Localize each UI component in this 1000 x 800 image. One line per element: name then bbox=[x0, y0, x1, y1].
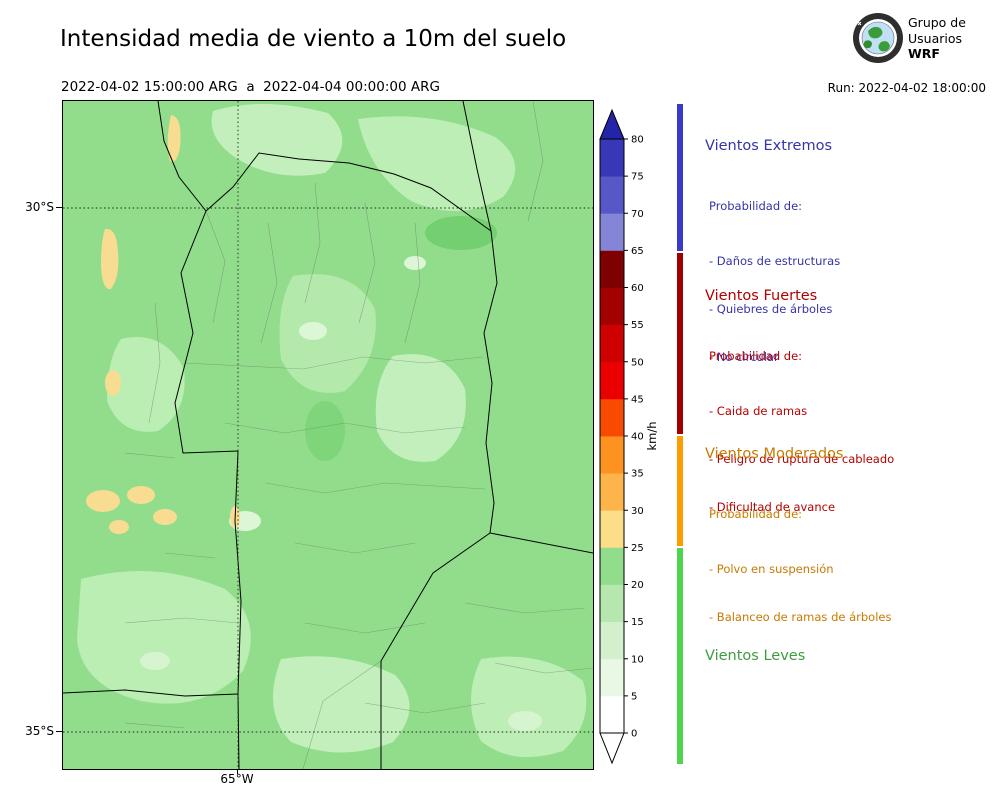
legend-line: Probabilidad de: bbox=[709, 507, 803, 521]
colorbar-tick-label: 75 bbox=[631, 172, 644, 183]
light-wind-patches bbox=[77, 103, 587, 758]
colorbar-segment bbox=[600, 287, 624, 326]
lat-tick-label-35s: 35°S bbox=[25, 724, 54, 738]
colorbar-tick-label: 80 bbox=[631, 135, 644, 146]
legend-line: - Dificultad de avance bbox=[709, 500, 836, 514]
colorbar-tick-label: 10 bbox=[631, 654, 644, 665]
colorbar: 0 5 10 15 20 25 30 35 40 45 50 55 60 65 70 75 80 km/h bbox=[599, 108, 659, 765]
colorbar-tick-label: 20 bbox=[631, 580, 644, 591]
colorbar-segment bbox=[600, 547, 624, 585]
colorbar-segment bbox=[600, 584, 624, 623]
lon-tickmark-65w bbox=[237, 769, 238, 774]
legend-lines-fuertes: Probabilidad de: - Caida de ramas - Peli… bbox=[709, 316, 894, 547]
valid-period-label: 2022-04-02 15:00:00 ARG a 2022-04-04 00:… bbox=[61, 79, 440, 95]
colorbar-segment bbox=[600, 436, 624, 474]
legend-title-vientos-extremos: Vientos Extremos bbox=[705, 138, 833, 154]
legend-line: Probabilidad de: bbox=[709, 199, 803, 213]
colorbar-segment bbox=[600, 621, 624, 660]
colorbar-segment bbox=[600, 139, 624, 177]
moderate-wind-yellow-patches bbox=[86, 115, 240, 534]
colorbar-segment bbox=[600, 324, 624, 363]
colorbar-tick-label: 55 bbox=[631, 320, 644, 331]
logo-text-line2: Usuarios bbox=[908, 30, 963, 46]
colorbar-tick-label: 30 bbox=[631, 506, 644, 517]
graticule-gridlines bbox=[63, 101, 593, 769]
colorbar-segment bbox=[600, 250, 624, 288]
legend-line: - Peligro de ruptura de cableado bbox=[709, 452, 895, 466]
stronger-wind-green-patches bbox=[305, 216, 497, 461]
colorbar-tick-label: 60 bbox=[631, 283, 644, 294]
page-title: Intensidad media de viento a 10m del sue… bbox=[60, 26, 567, 52]
lon-tick-label-65w: 65°W bbox=[220, 772, 254, 786]
legend-line: - Quiebres de árboles bbox=[709, 302, 833, 316]
colorbar-segment bbox=[600, 473, 624, 511]
legend-line: Probabilidad de: bbox=[709, 349, 803, 363]
colorbar-tick-label: 50 bbox=[631, 357, 644, 368]
colorbar-segment bbox=[600, 510, 624, 548]
logo-text-line1: Grupo de bbox=[908, 15, 966, 30]
category-bar-leves bbox=[677, 548, 683, 764]
colorbar-segment bbox=[600, 176, 624, 214]
lat-tickmark-35s bbox=[56, 731, 62, 732]
category-bar-extremos bbox=[677, 104, 683, 251]
legend-title-vientos-leves: Vientos Leves bbox=[705, 648, 806, 664]
category-bar-moderados bbox=[677, 436, 683, 546]
legend-title-vientos-moderados: Vientos Moderados bbox=[705, 446, 844, 462]
lat-tickmark-30s bbox=[56, 207, 62, 208]
legend-lines-moderados: Probabilidad de: - Polvo en suspensión -… bbox=[709, 474, 891, 657]
legend-line: - Daños de estructuras bbox=[709, 254, 841, 268]
colorbar-under-arrow bbox=[599, 732, 625, 765]
legend-line: - Caida de ramas bbox=[709, 404, 808, 418]
colorbar-tick-label: 70 bbox=[631, 209, 644, 220]
legend-line: - Balanceo de ramas de árboles bbox=[709, 610, 892, 624]
category-bar-fuertes bbox=[677, 253, 683, 434]
colorbar-segment bbox=[600, 658, 624, 697]
colorbar-segment bbox=[600, 213, 624, 251]
colorbar-tick-label: 5 bbox=[631, 691, 637, 702]
lat-tick-label-30s: 30°S bbox=[25, 200, 54, 214]
wrf-globe-logo-icon bbox=[853, 13, 903, 63]
wind-map-canvas bbox=[62, 100, 594, 770]
legend-lines-extremos: Probabilidad de: - Daños de estructuras … bbox=[709, 166, 840, 397]
colorbar-segment bbox=[600, 398, 624, 437]
logo-text: Grupo de Usuarios WRF bbox=[908, 15, 966, 62]
colorbar-over-arrow bbox=[599, 108, 625, 140]
wind-map bbox=[62, 100, 594, 770]
department-boundaries bbox=[124, 100, 594, 770]
colorbar-unit-label: km/h bbox=[645, 421, 659, 450]
legend-line: - No circular bbox=[709, 350, 779, 364]
colorbar-tick-label: 35 bbox=[631, 469, 644, 480]
logo-text-line3: WRF bbox=[908, 46, 940, 61]
colorbar-segment bbox=[600, 361, 624, 400]
colorbar-segment bbox=[600, 695, 624, 734]
colorbar-tick-label: 0 bbox=[631, 729, 637, 740]
legend-line: - Polvo en suspensión bbox=[709, 562, 834, 576]
colorbar-tick-label: 40 bbox=[631, 432, 644, 443]
model-run-label: Run: 2022-04-02 18:00:00 bbox=[827, 81, 986, 95]
colorbar-tick-label: 15 bbox=[631, 617, 644, 628]
colorbar-tick-label: 25 bbox=[631, 543, 644, 554]
colorbar-tick-label: 45 bbox=[631, 394, 644, 405]
legend-title-vientos-fuertes: Vientos Fuertes bbox=[705, 288, 818, 304]
colorbar-tick-label: 65 bbox=[631, 246, 644, 257]
